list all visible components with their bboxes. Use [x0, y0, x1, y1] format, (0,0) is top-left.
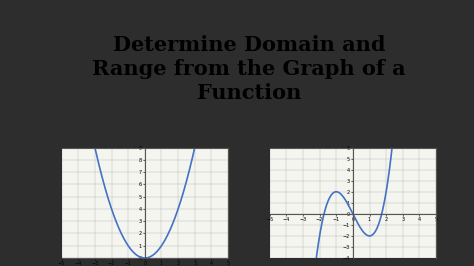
Text: Determine Domain and
Range from the Graph of a
Function: Determine Domain and Range from the Grap…: [92, 35, 406, 103]
